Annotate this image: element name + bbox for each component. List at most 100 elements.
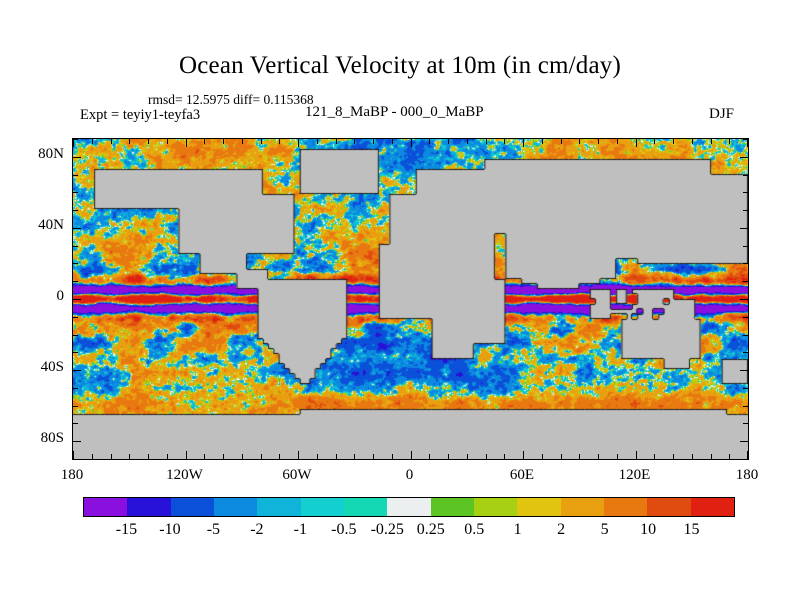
colorbar-band-green	[430, 498, 474, 516]
y-axis-minor-tick	[73, 299, 78, 300]
colorbar-tick-label: 0.5	[464, 521, 485, 538]
x-axis-minor-tick	[373, 139, 374, 144]
x-axis-minor-tick	[260, 139, 262, 144]
season-label: DJF	[709, 106, 735, 122]
y-axis-minor-tick	[743, 334, 748, 336]
x-axis-minor-tick	[654, 139, 656, 144]
y-axis-minor-tick	[743, 441, 748, 443]
x-axis-minor-tick	[391, 139, 393, 144]
x-axis-minor-tick	[747, 139, 748, 144]
map-plot-frame	[72, 138, 749, 460]
x-axis-minor-tick	[579, 454, 581, 459]
x-axis-minor-tick	[429, 139, 431, 144]
x-axis-minor-tick	[391, 454, 393, 459]
x-axis-minor-tick	[635, 454, 637, 459]
colorbar	[83, 497, 735, 517]
x-axis-minor-tick	[673, 139, 674, 144]
colorbar-tick-label: 0.25	[416, 521, 445, 538]
x-axis-minor-tick	[148, 139, 149, 144]
y-axis-minor-tick	[73, 423, 78, 425]
x-axis-minor-tick	[185, 139, 187, 144]
x-axis-minor-tick	[73, 139, 74, 144]
y-axis-minor-tick	[743, 210, 748, 212]
x-axis-minor-tick	[204, 139, 206, 144]
x-axis-minor-tick	[523, 139, 524, 144]
colorbar-band-blue	[170, 498, 214, 516]
colorbar-band-cyan	[300, 498, 344, 516]
y-axis-tick-label: 80S	[40, 430, 64, 447]
colorbar-band-dark-blue	[127, 498, 171, 516]
y-axis-tick-label: 40S	[40, 359, 64, 376]
y-axis-minor-tick	[743, 423, 748, 425]
x-axis-minor-tick	[166, 454, 168, 459]
x-axis-tick-label: 180	[60, 467, 84, 483]
colorbar-band-orange	[603, 498, 648, 516]
x-axis-minor-tick	[241, 454, 243, 459]
page-title: Ocean Vertical Velocity at 10m (in cm/da…	[178, 52, 622, 79]
x-axis-minor-tick	[316, 454, 318, 459]
x-axis-minor-tick	[466, 139, 468, 144]
x-axis-minor-tick	[335, 454, 337, 459]
colorbar-band-yellow	[517, 498, 561, 516]
x-axis-tick-label: 120W	[166, 467, 203, 483]
x-axis-tick-label: 60E	[509, 467, 535, 483]
colorbar-band-teal	[343, 498, 388, 516]
y-axis-minor-tick	[73, 210, 78, 212]
x-axis-minor-tick	[560, 139, 562, 144]
rmsd-statistics-label: rmsd= 12.5975 diff= 0.115368	[148, 92, 314, 107]
y-axis-minor-tick	[73, 227, 78, 229]
colorbar-band-dark-orange	[647, 498, 691, 516]
x-axis-minor-tick	[466, 454, 468, 459]
y-axis-minor-tick	[73, 156, 78, 158]
x-axis-tick-label: 60W	[282, 467, 312, 483]
y-axis-minor-tick	[73, 316, 78, 318]
x-axis-minor-tick	[729, 454, 731, 459]
colorbar-band-violet	[84, 498, 128, 516]
y-axis-minor-tick	[743, 227, 748, 229]
y-axis-minor-tick	[743, 387, 748, 389]
y-axis-minor-tick	[73, 387, 78, 389]
y-axis-tick-label: 40N	[38, 216, 64, 233]
y-axis-minor-tick	[743, 156, 748, 158]
x-axis-minor-tick	[410, 139, 412, 144]
y-axis-minor-tick	[743, 245, 748, 247]
case-comparison-label: 121_8_MaBP - 000_0_MaBP	[305, 104, 484, 120]
x-axis-minor-tick	[710, 139, 712, 144]
y-axis-minor-tick	[743, 281, 748, 283]
colorbar-band-light-blue	[257, 498, 301, 516]
x-axis-minor-tick	[91, 139, 93, 144]
x-axis-minor-tick	[298, 454, 299, 459]
y-axis-minor-tick	[73, 441, 78, 443]
y-axis-minor-tick	[743, 174, 748, 176]
x-axis-minor-tick	[710, 454, 712, 459]
x-axis-minor-tick	[616, 454, 618, 459]
experiment-label: Expt = teyiy1-teyfa3	[80, 107, 201, 123]
colorbar-tick-label: -0.25	[370, 521, 404, 538]
x-axis-minor-tick	[354, 139, 356, 144]
x-axis-minor-tick	[485, 454, 487, 459]
x-axis-minor-tick	[635, 139, 637, 144]
x-axis-minor-tick	[166, 139, 168, 144]
colorbar-tick-label: -15	[115, 521, 138, 538]
x-axis-minor-tick	[260, 454, 262, 459]
x-axis-minor-tick	[185, 454, 187, 459]
x-axis-minor-tick	[241, 139, 243, 144]
x-axis-minor-tick	[148, 454, 149, 459]
x-axis-minor-tick	[129, 454, 131, 459]
x-axis-minor-tick	[335, 139, 337, 144]
y-axis-minor-tick	[743, 139, 748, 140]
y-axis-minor-tick	[743, 316, 748, 318]
x-axis-minor-tick	[579, 139, 581, 144]
x-axis-minor-tick	[279, 454, 281, 459]
x-axis-minor-tick	[373, 454, 374, 459]
y-axis-minor-tick	[73, 192, 78, 194]
y-axis-minor-tick	[73, 405, 78, 407]
colorbar-tick-label: -5	[206, 521, 221, 538]
y-axis-minor-tick	[73, 352, 78, 354]
x-axis-minor-tick	[316, 139, 318, 144]
x-axis-minor-tick	[560, 454, 562, 459]
y-axis-minor-tick	[743, 299, 748, 300]
y-axis-minor-tick	[73, 370, 78, 372]
colorbar-tick-label: -0.5	[331, 521, 357, 538]
y-axis-minor-tick	[743, 370, 748, 372]
